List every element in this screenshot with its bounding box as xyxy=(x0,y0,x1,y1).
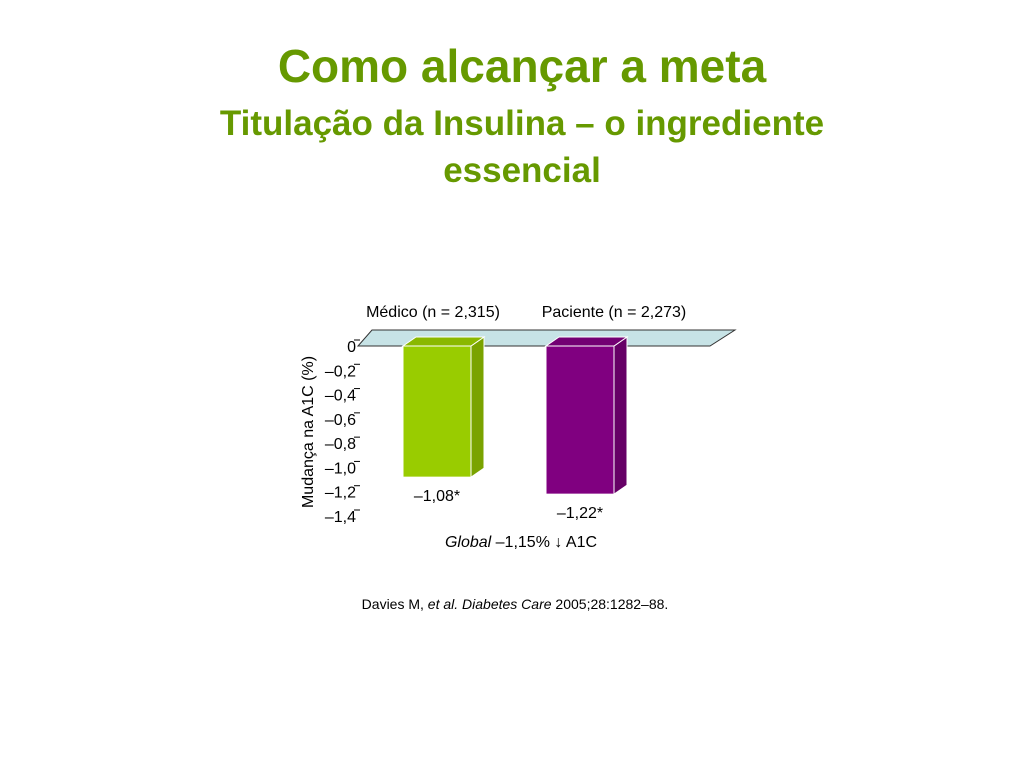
source-part: et al. Diabetes Care xyxy=(428,596,552,612)
y-tick-label: –1,0 xyxy=(325,460,356,477)
subtitle-line: Titulação da Insulina – o ingrediente xyxy=(220,104,824,143)
annotation: Global –1,15% ↓ A1C xyxy=(445,534,597,551)
y-tick-label: –1,4 xyxy=(325,509,356,526)
bar-side xyxy=(613,336,628,496)
y-tick-label: 0 xyxy=(347,339,356,356)
bar xyxy=(545,345,615,495)
annotation-part: –1,15% ↓ A1C xyxy=(491,534,597,551)
category-label: Paciente (n = 2,273) xyxy=(542,304,687,321)
annotation-part: Global xyxy=(445,534,492,551)
title: Como alcançar a meta xyxy=(278,40,767,92)
bar xyxy=(402,345,472,478)
bar-top xyxy=(544,336,629,347)
y-axis-label: Mudança na A1C (%) xyxy=(300,356,317,508)
y-tick-label: –0,6 xyxy=(325,412,356,429)
source-part: 2005;28:1282–88. xyxy=(552,596,669,612)
bar-side xyxy=(470,336,485,479)
source-part: Davies M, xyxy=(362,596,428,612)
y-tick-label: –0,8 xyxy=(325,436,356,453)
subtitle-line: essencial xyxy=(443,151,601,190)
value-label: –1,08* xyxy=(414,488,460,505)
category-label: Médico (n = 2,315) xyxy=(366,304,500,321)
y-tick-label: –0,4 xyxy=(325,388,356,405)
source: Davies M, et al. Diabetes Care 2005;28:1… xyxy=(362,596,669,612)
y-tick-label: –0,2 xyxy=(325,363,356,380)
value-label: –1,22* xyxy=(557,505,603,522)
bar-top xyxy=(401,336,486,347)
y-tick-label: –1,2 xyxy=(325,485,356,502)
subtitle: Titulação da Insulina – o ingrediente ess… xyxy=(220,104,824,190)
